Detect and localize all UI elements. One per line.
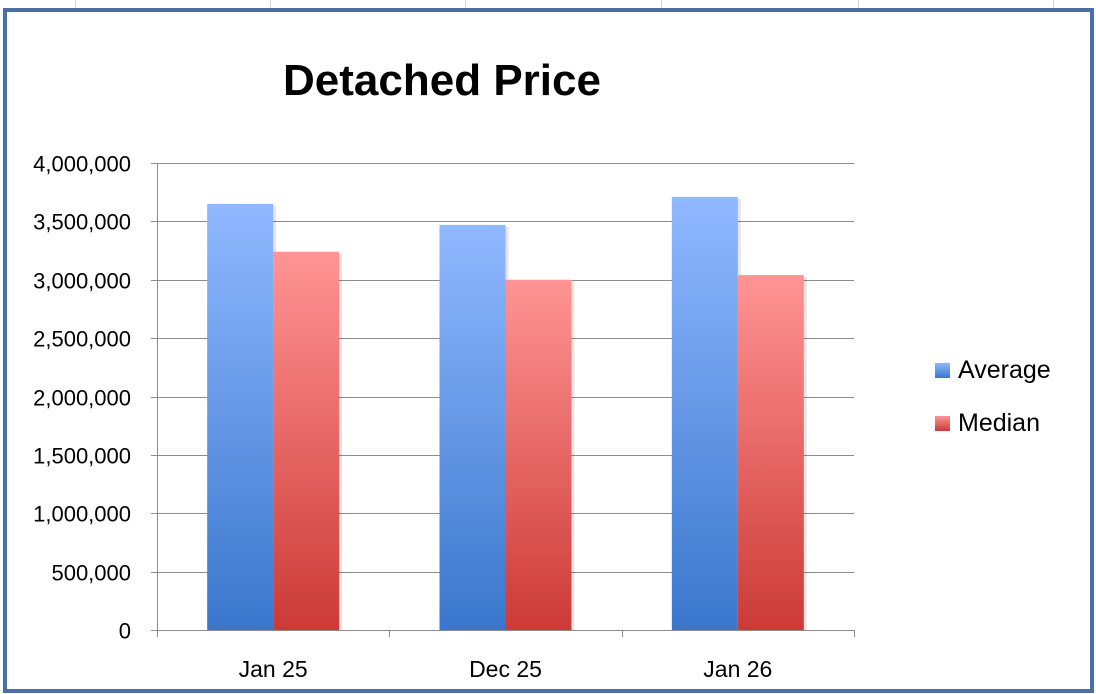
y-tick-label: 2,500,000 [33,327,131,352]
legend-label-average: Average [958,356,1051,384]
y-tick-label: 2,000,000 [33,386,131,411]
x-tick-label: Jan 26 [703,656,772,682]
bar-median-jan-25 [273,251,340,631]
bar-average-jan-25 [207,203,274,631]
bar-average-dec-25 [439,224,506,630]
legend-swatch-median [935,416,950,431]
x-tick-label: Jan 25 [239,656,308,682]
legend-label-median: Median [958,409,1040,437]
bar-median-dec-25 [505,279,572,630]
y-tick-label: 3,000,000 [33,269,131,294]
y-tick-label: 1,500,000 [33,444,131,469]
bar-median-jan-26 [737,275,804,630]
y-tick-label: 1,000,000 [33,502,131,527]
legend-swatch-average [935,363,950,378]
y-tick-label: 3,500,000 [33,210,131,235]
bar-average-jan-26 [671,196,738,631]
y-tick-label: 500,000 [51,561,131,586]
y-tick-label: 0 [119,619,131,644]
y-tick-label: 4,000,000 [33,152,131,177]
x-tick-label: Dec 25 [469,656,542,682]
chart-title: Detached Price [283,56,601,105]
